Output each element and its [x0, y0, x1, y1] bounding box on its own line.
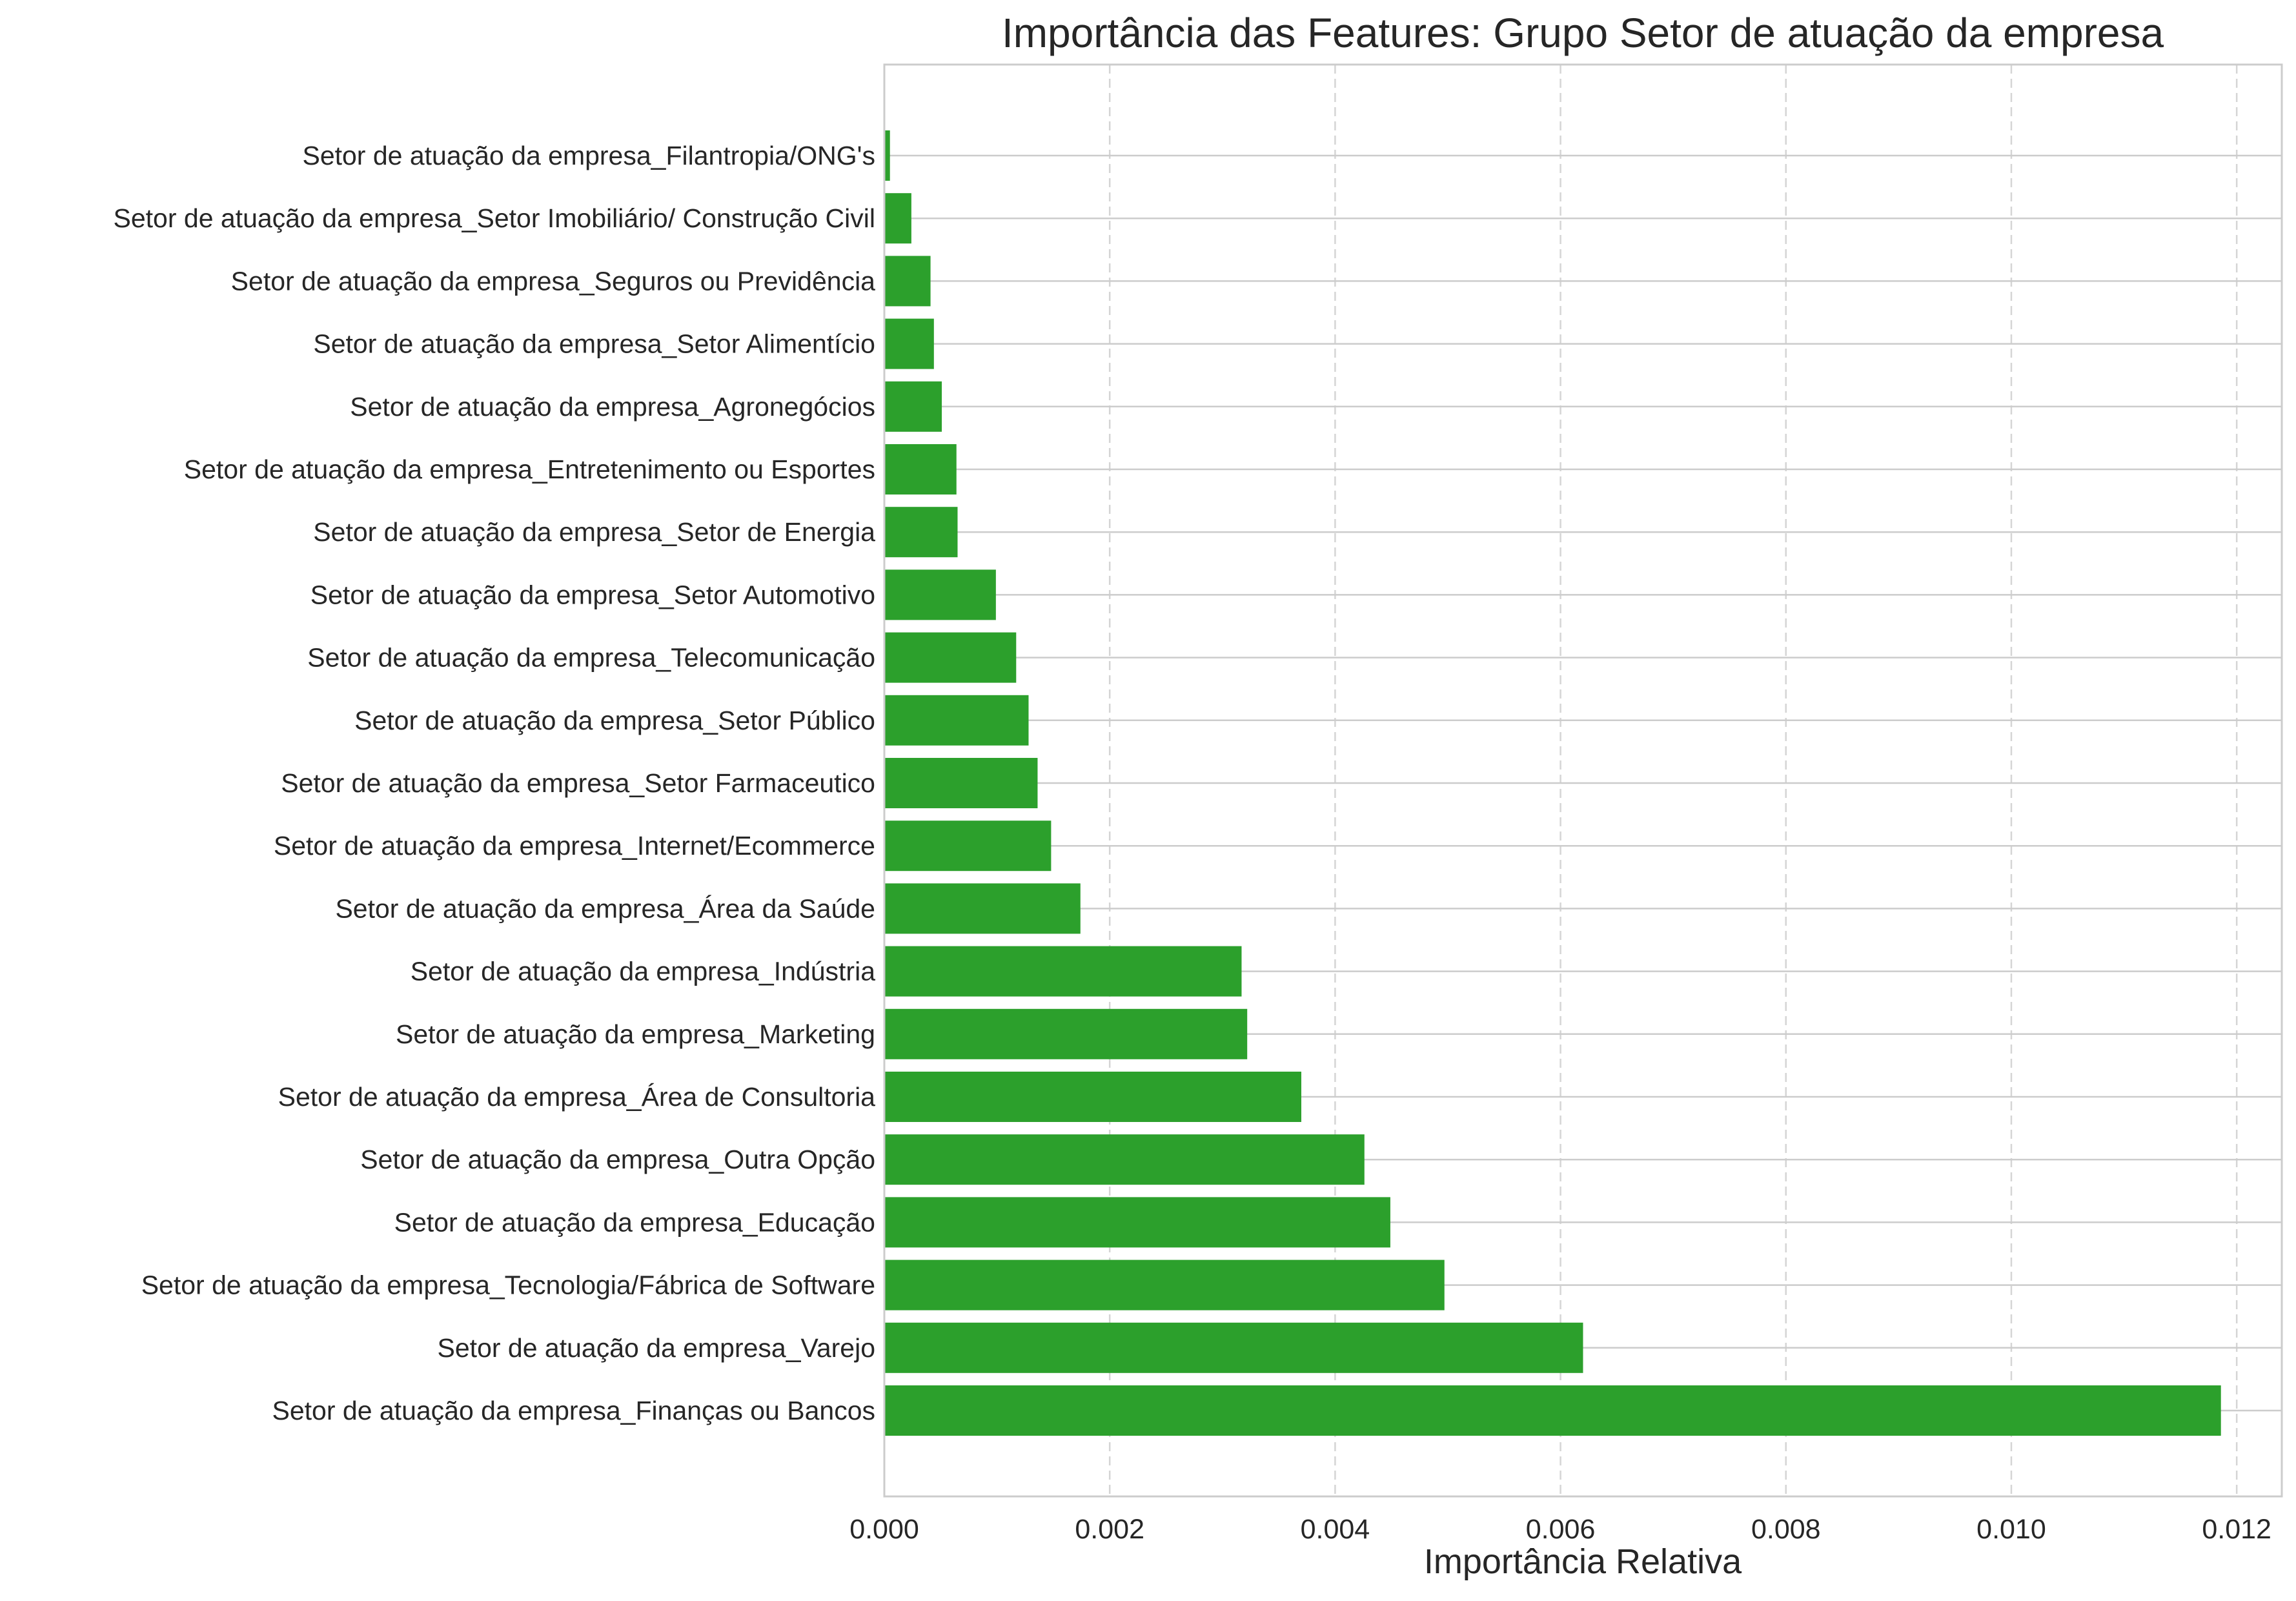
plot-frame — [883, 63, 2283, 1498]
bar — [884, 1072, 1302, 1122]
x-tick-label: 0.000 — [849, 1514, 919, 1545]
x-axis-label: Importância Relativa — [1424, 1542, 1742, 1581]
category-label: Setor de atuação da empresa_Tecnologia/F… — [141, 1270, 875, 1300]
category-label: Setor de atuação da empresa_Marketing — [396, 1019, 875, 1049]
bar — [884, 695, 1029, 746]
x-tick-label: 0.004 — [1301, 1514, 1370, 1545]
bar — [884, 318, 934, 369]
x-tick-label-layer: 0.000 0.002 0.004 0.006 0.008 0.010 0.012 — [849, 1514, 2271, 1545]
bar — [884, 130, 890, 181]
category-label: Setor de atuação da empresa_Setor Públic… — [354, 706, 875, 735]
bar — [884, 256, 931, 307]
bar — [884, 1259, 1445, 1310]
category-label: Setor de atuação da empresa_Setor Alimen… — [313, 329, 875, 359]
bar — [884, 1385, 2221, 1436]
bar — [884, 1008, 1248, 1059]
category-label: Setor de atuação da empresa_Setor Imobil… — [114, 203, 876, 233]
bar-layer — [884, 130, 2221, 1436]
bar — [884, 758, 1038, 808]
category-label: Setor de atuação da empresa_Educação — [394, 1207, 875, 1237]
bar — [884, 1197, 1390, 1248]
category-label: Setor de atuação da empresa_Setor Farmac… — [281, 768, 875, 798]
chart-title: Importância das Features: Grupo Setor de… — [1002, 10, 2164, 56]
bar — [884, 883, 1081, 934]
category-label: Setor de atuação da empresa_Setor de Ene… — [313, 517, 875, 547]
category-label: Setor de atuação da empresa_Varejo — [438, 1333, 875, 1363]
category-label: Setor de atuação da empresa_Telecomunica… — [307, 643, 875, 673]
bar — [884, 381, 942, 432]
category-label: Setor de atuação da empresa_Setor Automo… — [310, 580, 875, 609]
bar — [884, 507, 958, 558]
bar — [884, 632, 1017, 683]
bar — [884, 193, 911, 244]
bar — [884, 821, 1051, 872]
category-label: Setor de atuação da empresa_Área da Saúd… — [335, 893, 875, 923]
category-label: Setor de atuação da empresa_Seguros ou P… — [231, 266, 876, 296]
category-label: Setor de atuação da empresa_Entretenimen… — [184, 454, 875, 484]
x-tick-label: 0.002 — [1075, 1514, 1144, 1545]
category-label-layer: Setor de atuação da empresa_Filantropia/… — [114, 141, 876, 1425]
x-tick-label: 0.006 — [1526, 1514, 1596, 1545]
category-label: Setor de atuação da empresa_Indústria — [411, 957, 875, 986]
bar — [884, 1134, 1365, 1185]
category-label: Setor de atuação da empresa_Finanças ou … — [272, 1396, 876, 1425]
bar — [884, 444, 957, 495]
x-tick-label: 0.012 — [2202, 1514, 2271, 1545]
grid-layer — [884, 65, 2282, 1496]
category-label: Setor de atuação da empresa_Filantropia/… — [302, 141, 875, 170]
x-tick-label: 0.008 — [1751, 1514, 1821, 1545]
category-label: Setor de atuação da empresa_Internet/Eco… — [274, 831, 875, 861]
category-label: Setor de atuação da empresa_Outra Opção — [360, 1145, 875, 1174]
category-label: Setor de atuação da empresa_Agronegócios — [350, 392, 875, 422]
bar — [884, 569, 996, 620]
x-tick-label: 0.010 — [1976, 1514, 2046, 1545]
category-label: Setor de atuação da empresa_Área de Cons… — [278, 1082, 876, 1112]
bar — [884, 1322, 1583, 1373]
bar — [884, 946, 1242, 997]
